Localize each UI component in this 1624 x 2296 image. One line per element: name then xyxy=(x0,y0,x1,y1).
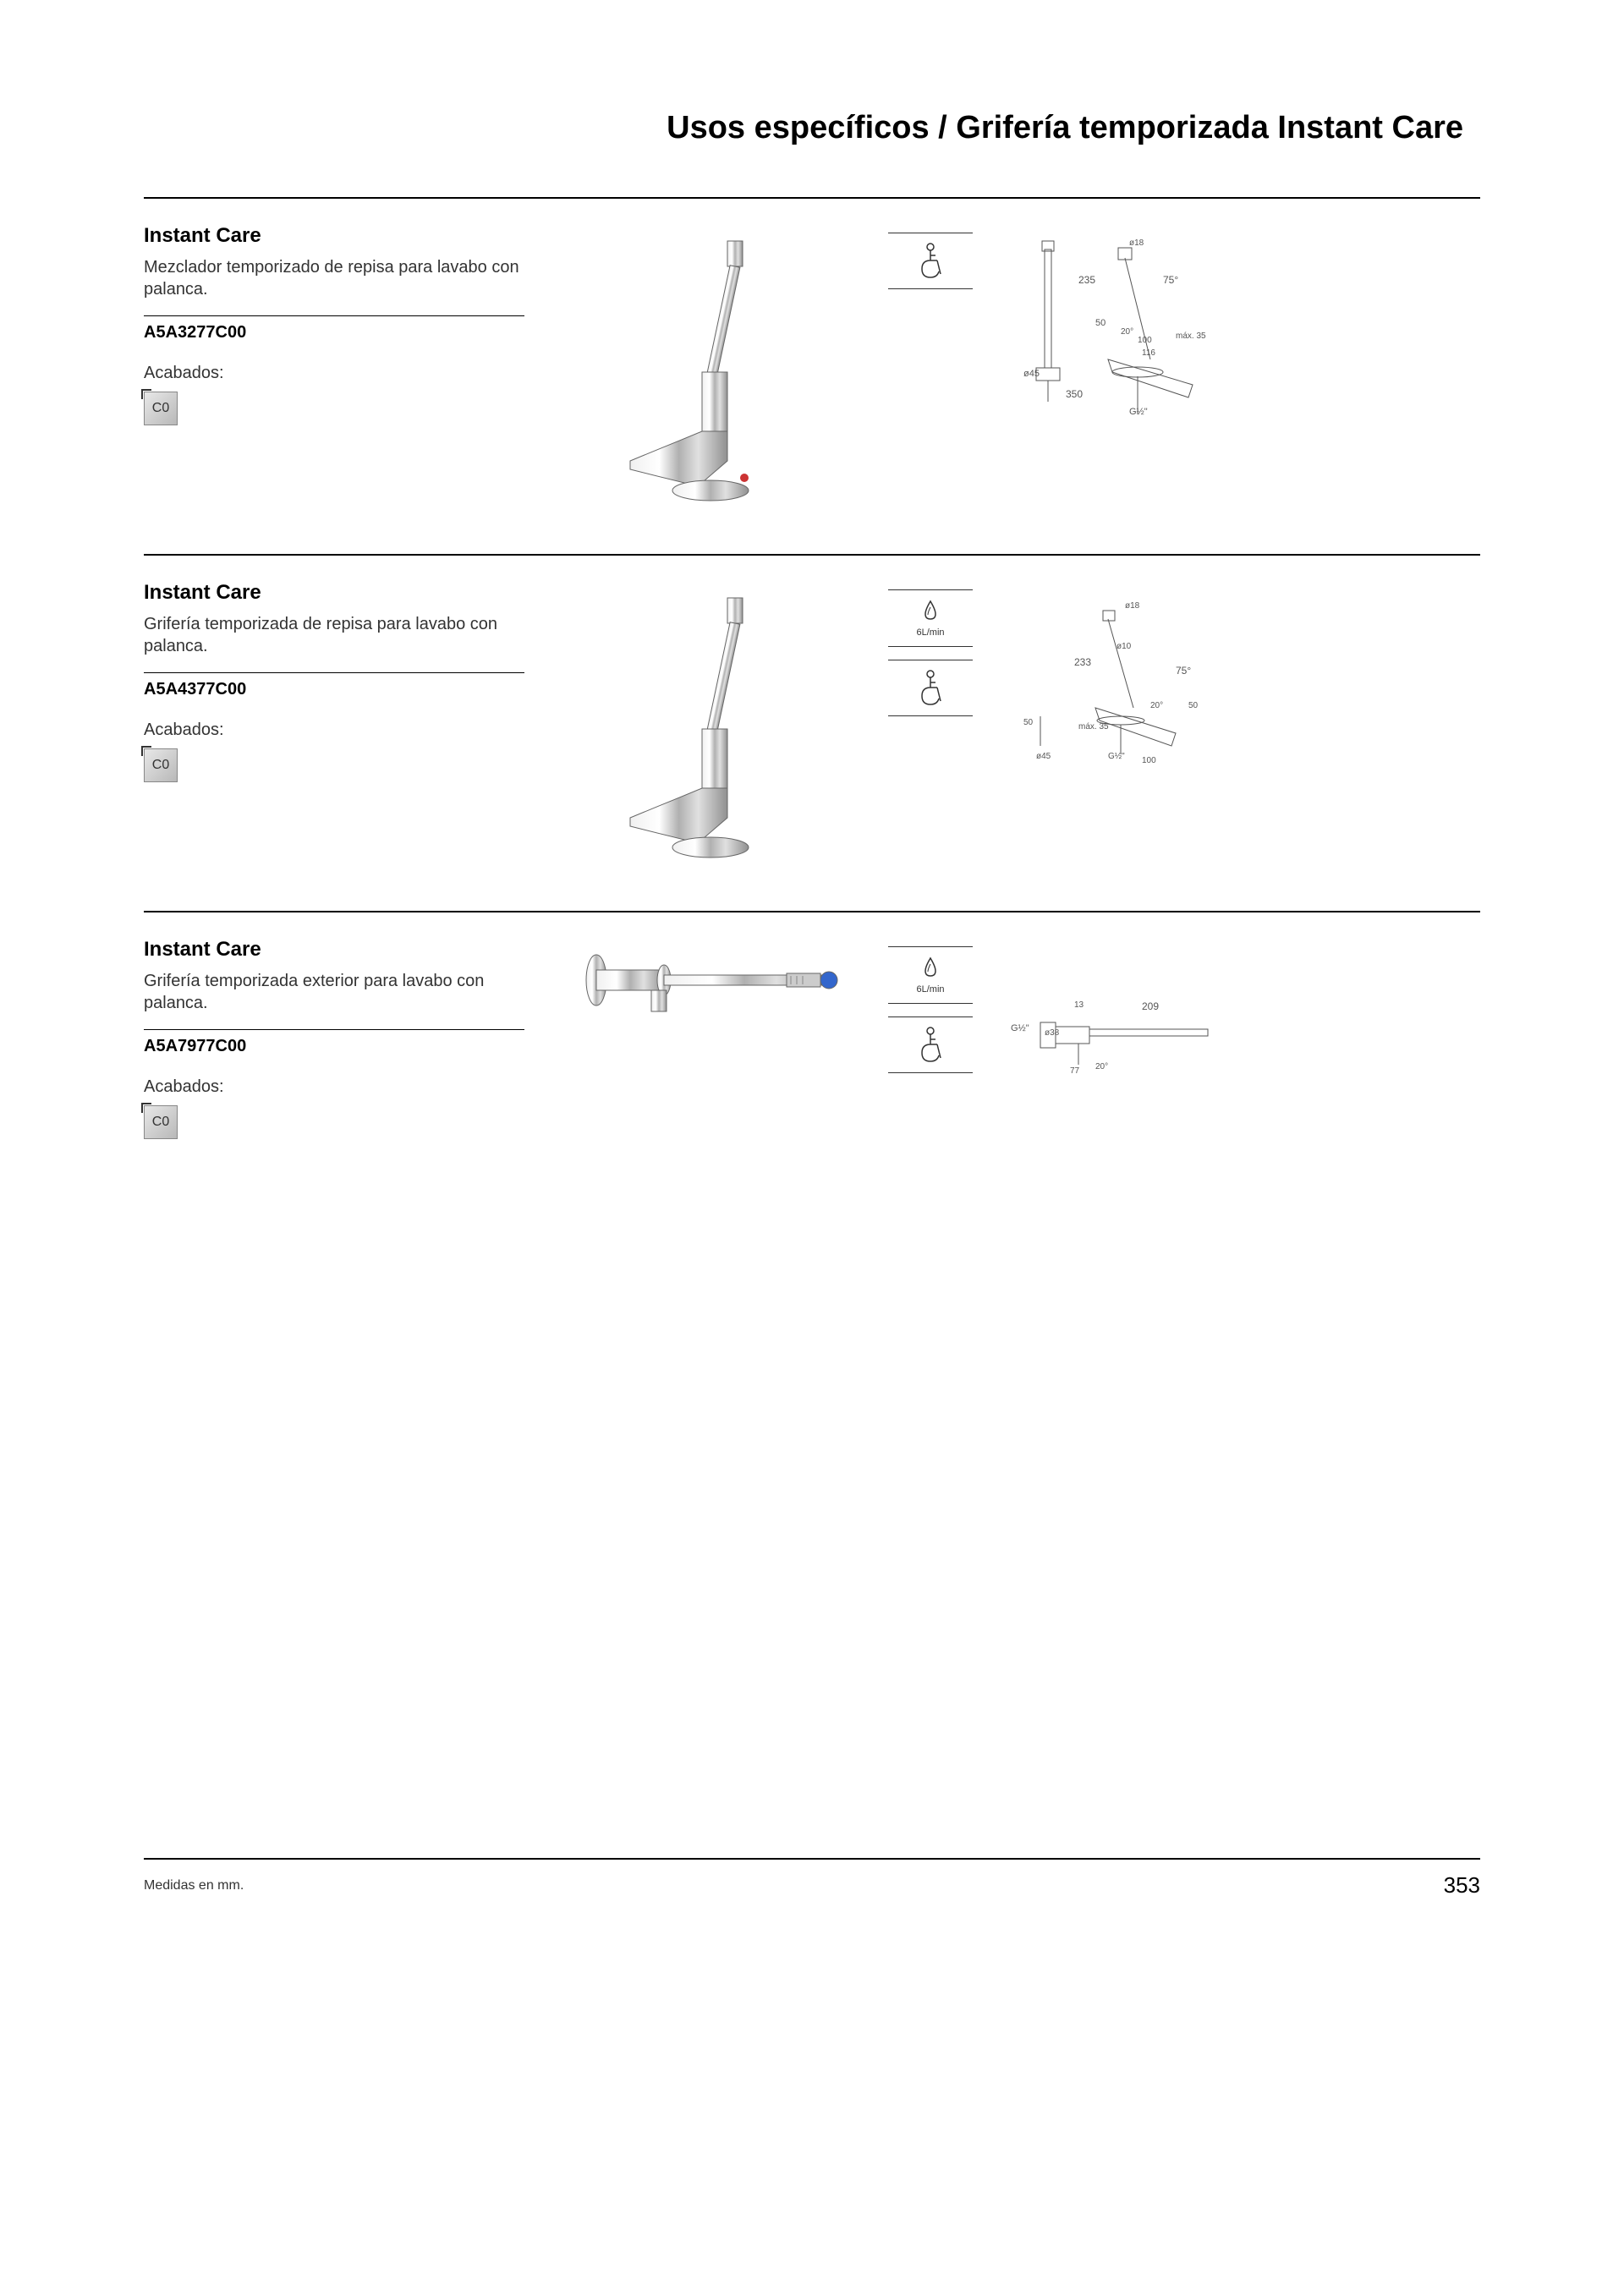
diagram-icon: 209 13 G½" ø38 77 20° xyxy=(998,946,1235,1132)
dim-label: 100 xyxy=(1138,336,1152,345)
faucet-render-icon xyxy=(579,581,833,877)
feature-icons: 6L/min xyxy=(888,938,973,1139)
diagram-icon: 235 75° 50 20° 100 máx. 35 116 ø45 350 G… xyxy=(998,233,1235,419)
product-row: Instant Care Grifería temporizada exteri… xyxy=(144,911,1480,1139)
finishes-label: Acabados: xyxy=(144,1077,524,1097)
dim-label: 209 xyxy=(1142,1000,1159,1012)
product-row: Instant Care Mezclador temporizado de re… xyxy=(144,197,1480,520)
dim-label: 75° xyxy=(1163,274,1178,286)
technical-diagram: 233 75° ø10 20° 50 máx. 35 ø45 G½" 100 ø… xyxy=(998,581,1480,877)
dim-label: ø18 xyxy=(1125,601,1140,611)
flow-icon: 6L/min xyxy=(888,589,973,647)
product-info: Instant Care Mezclador temporizado de re… xyxy=(144,224,524,520)
page-title: Usos específicos / Grifería temporizada … xyxy=(144,110,1480,146)
wheelchair-icon xyxy=(888,1016,973,1073)
dim-label: ø45 xyxy=(1036,752,1051,761)
faucet-render-icon xyxy=(567,938,846,1022)
diagram-icon: 233 75° ø10 20° 50 máx. 35 ø45 G½" 100 ø… xyxy=(998,589,1235,775)
product-code: A5A3277C00 xyxy=(144,315,524,342)
product-description: Grifería temporizada exterior para lavab… xyxy=(144,970,524,1014)
wheelchair-icon xyxy=(888,660,973,716)
dim-label: 50 xyxy=(1095,318,1106,328)
dim-label: G½" xyxy=(1011,1023,1029,1033)
dim-label: 77 xyxy=(1070,1066,1080,1076)
page-footer: Medidas en mm. 353 xyxy=(144,1858,1480,1899)
product-description: Mezclador temporizado de repisa para lav… xyxy=(144,256,524,300)
flow-icon: 6L/min xyxy=(888,946,973,1004)
faucet-render-icon xyxy=(579,224,833,520)
flow-label: 6L/min xyxy=(916,984,944,995)
dim-label: 20° xyxy=(1150,701,1163,710)
finish-swatch: C0 xyxy=(144,392,178,425)
finish-swatch: C0 xyxy=(144,1105,178,1139)
dim-label: 13 xyxy=(1074,1000,1084,1010)
product-image xyxy=(550,224,863,520)
wheelchair-icon xyxy=(888,233,973,289)
feature-icons xyxy=(888,224,973,520)
dim-label: 50 xyxy=(1188,701,1199,710)
product-name: Instant Care xyxy=(144,581,524,605)
dim-label: 233 xyxy=(1074,656,1091,668)
product-code: A5A7977C00 xyxy=(144,1029,524,1056)
dim-label: máx. 35 xyxy=(1078,722,1109,732)
dim-label: G½" xyxy=(1108,752,1125,761)
dim-label: ø10 xyxy=(1116,642,1132,651)
dim-label: G½" xyxy=(1129,407,1148,417)
technical-diagram: 235 75° 50 20° 100 máx. 35 116 ø45 350 G… xyxy=(998,224,1480,520)
dim-label: 235 xyxy=(1078,274,1095,286)
finish-swatch: C0 xyxy=(144,748,178,782)
dim-label: ø18 xyxy=(1129,238,1144,248)
dim-label: ø38 xyxy=(1045,1028,1060,1038)
technical-diagram: 209 13 G½" ø38 77 20° xyxy=(998,938,1480,1139)
dim-label: 50 xyxy=(1023,718,1034,727)
flow-label: 6L/min xyxy=(916,627,944,638)
finishes-label: Acabados: xyxy=(144,364,524,383)
dim-label: 20° xyxy=(1121,327,1133,337)
dim-label: 116 xyxy=(1142,348,1155,358)
dim-label: 20° xyxy=(1095,1062,1108,1071)
product-image xyxy=(550,938,863,1139)
product-row: Instant Care Grifería temporizada de rep… xyxy=(144,554,1480,877)
product-description: Grifería temporizada de repisa para lava… xyxy=(144,613,524,657)
dim-label: máx. 35 xyxy=(1176,332,1206,341)
finishes-label: Acabados: xyxy=(144,721,524,740)
product-name: Instant Care xyxy=(144,938,524,962)
dim-label: ø45 xyxy=(1023,369,1040,379)
page-number: 353 xyxy=(1444,1872,1480,1899)
product-info: Instant Care Grifería temporizada de rep… xyxy=(144,581,524,877)
dim-label: 75° xyxy=(1176,665,1191,677)
dim-label: 350 xyxy=(1066,388,1083,400)
product-name: Instant Care xyxy=(144,224,524,248)
product-code: A5A4377C00 xyxy=(144,672,524,699)
dim-label: 100 xyxy=(1142,756,1156,765)
feature-icons: 6L/min xyxy=(888,581,973,877)
footer-note: Medidas en mm. xyxy=(144,1878,244,1893)
product-image xyxy=(550,581,863,877)
product-info: Instant Care Grifería temporizada exteri… xyxy=(144,938,524,1139)
